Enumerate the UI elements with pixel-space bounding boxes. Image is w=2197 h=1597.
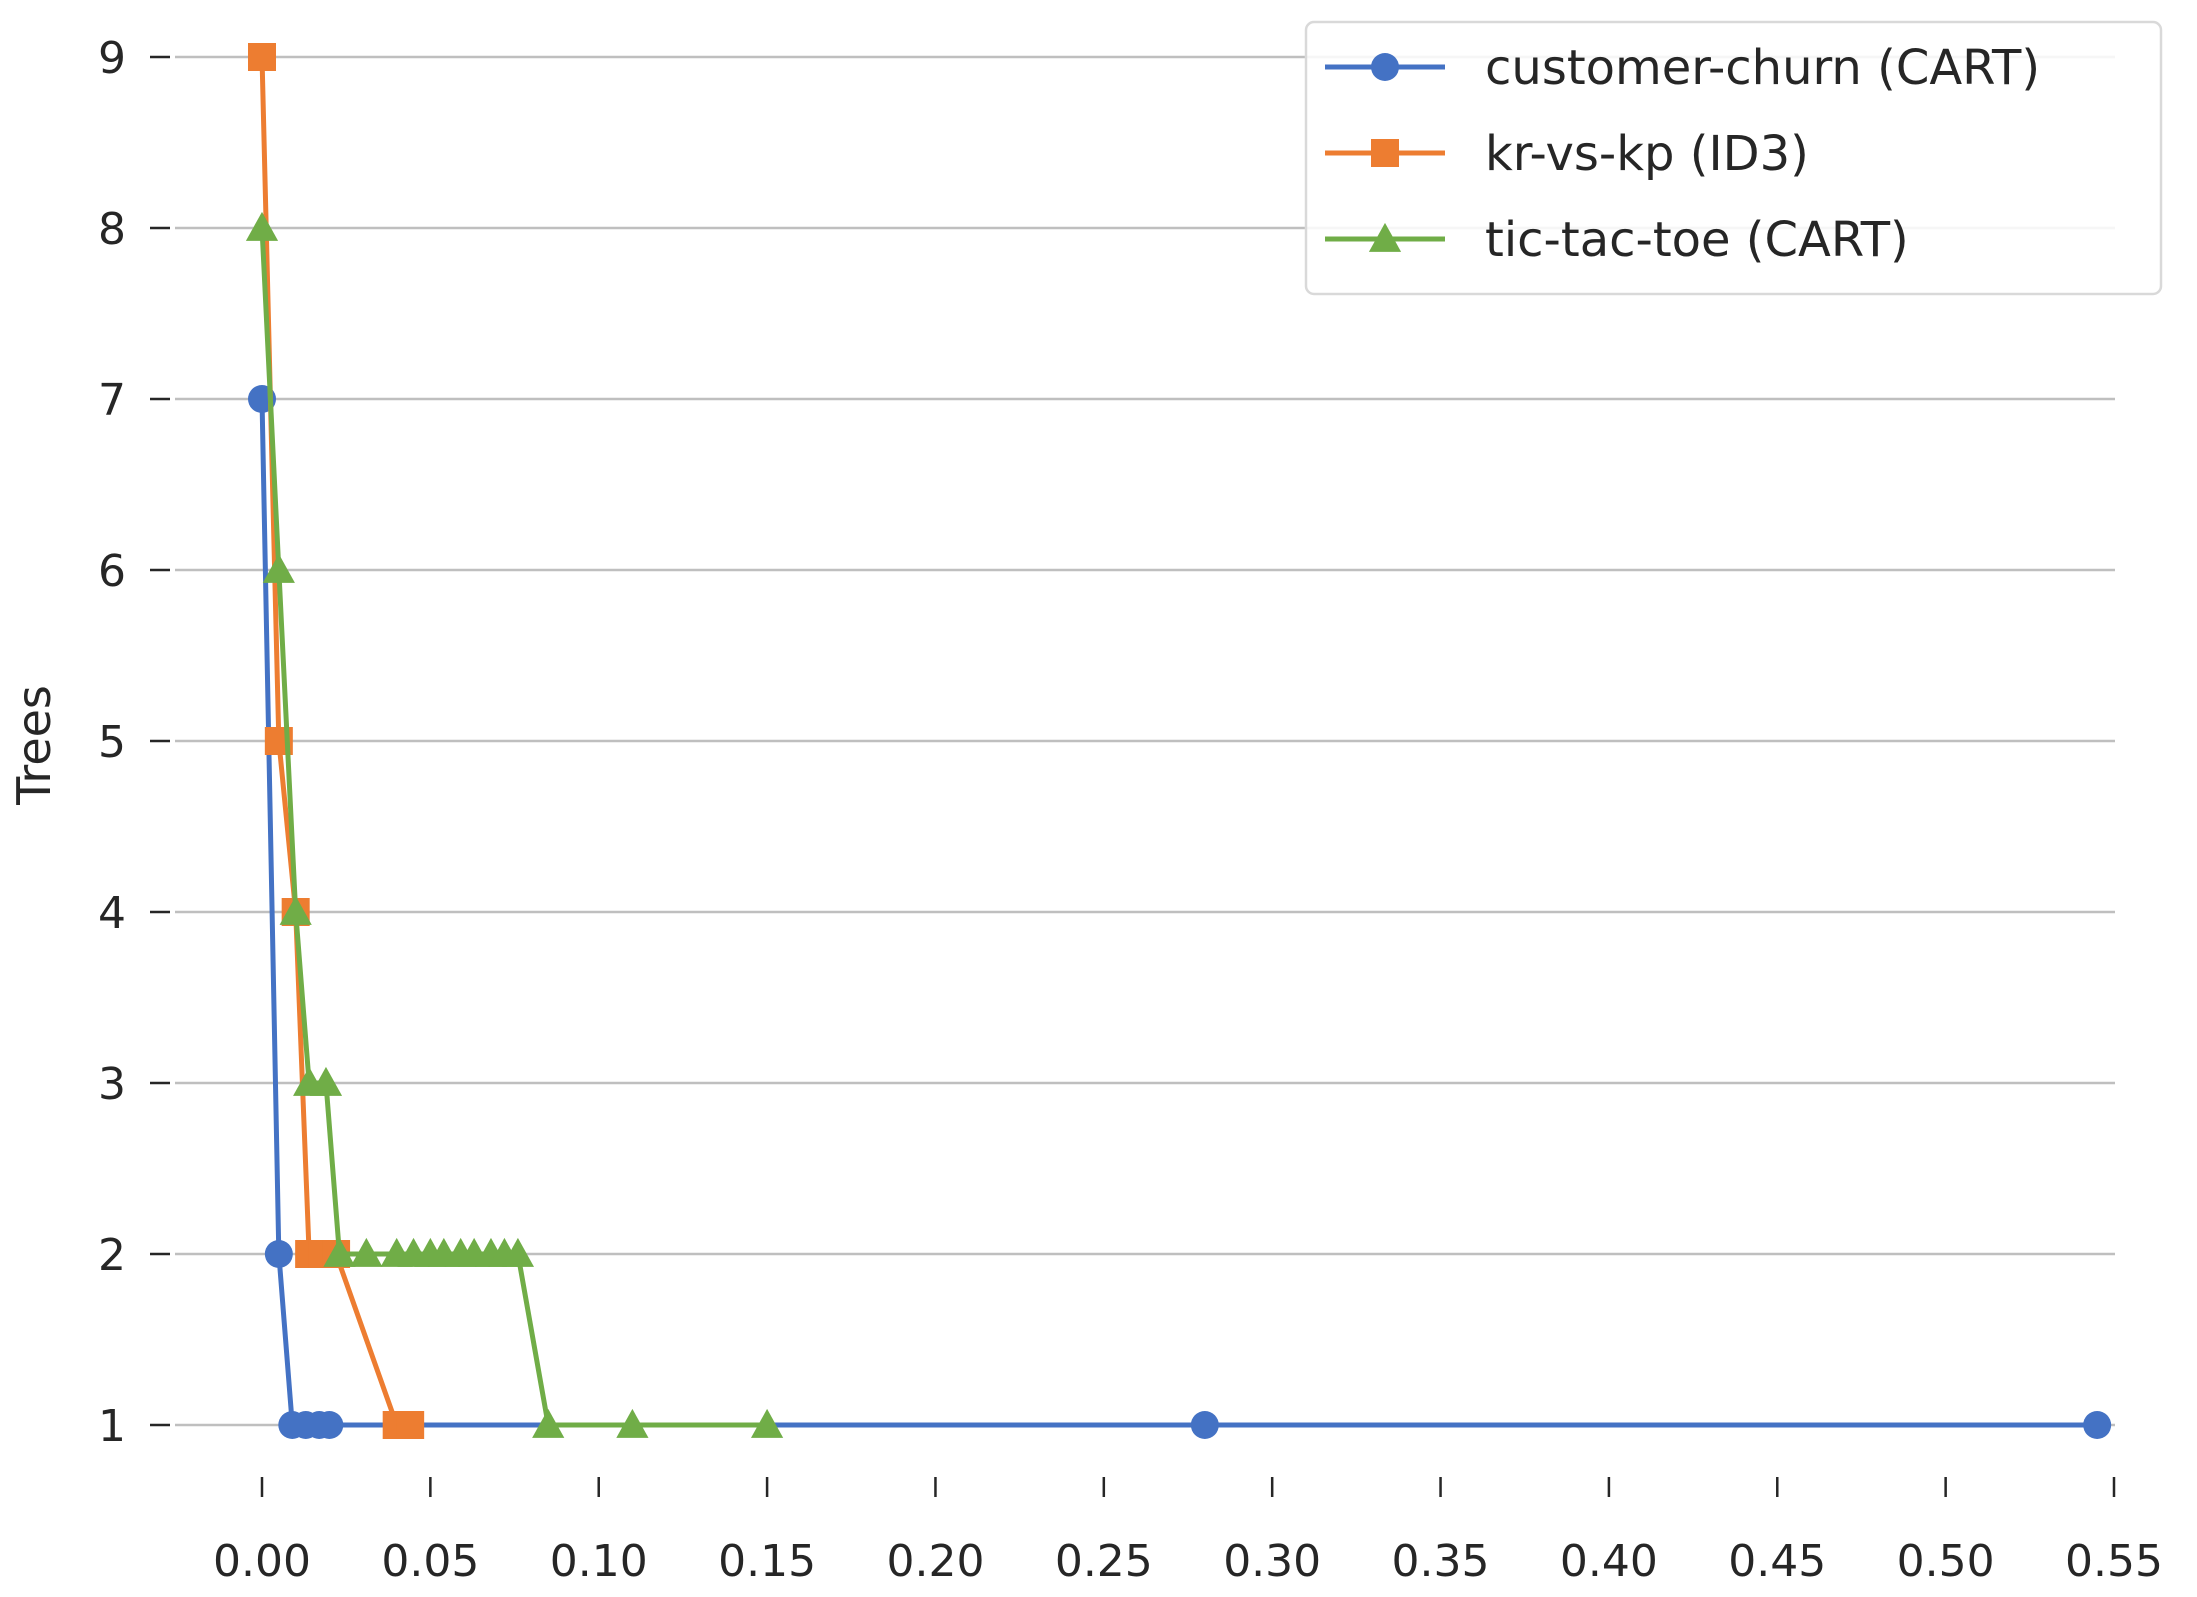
- y-tick-label: 8: [98, 204, 126, 255]
- y-tick-label: 5: [98, 717, 126, 768]
- y-tick-label: 9: [98, 33, 126, 84]
- legend-entry: customer-churn (CART): [1325, 40, 2040, 96]
- series-2: [245, 211, 784, 1438]
- x-tick-label: 0.25: [1055, 1536, 1153, 1587]
- data-point: [750, 1408, 784, 1438]
- y-axis: 1 2 3 4 5 6 7 8 9: [98, 33, 170, 1452]
- data-point: [1190, 1411, 1219, 1439]
- y-tick-label: 4: [98, 888, 126, 939]
- series-0: [248, 385, 2112, 1439]
- legend-entry: tic-tac-toe (CART): [1325, 212, 1909, 268]
- plot-area: [245, 43, 2112, 1439]
- data-point: [2083, 1411, 2112, 1439]
- x-tick-label: 0.15: [718, 1536, 816, 1587]
- legend-marker: [1371, 53, 1399, 81]
- x-tick-label: 0.55: [2065, 1536, 2163, 1587]
- data-point: [262, 553, 295, 583]
- legend-frame: [1304, 20, 2163, 296]
- x-tick-label: 0.00: [213, 1536, 311, 1587]
- x-tick-label: 0.30: [1223, 1536, 1321, 1587]
- legend-marker: [1368, 222, 1402, 252]
- legend-marker: [1371, 139, 1399, 167]
- legend-label: tic-tac-toe (CART): [1485, 212, 1909, 268]
- y-axis-label: Trees: [7, 685, 61, 806]
- data-point: [532, 1408, 565, 1438]
- legend-entry: kr-vs-kp (ID3): [1325, 126, 1809, 182]
- data-point: [396, 1411, 425, 1439]
- y-tick-label: 2: [98, 1230, 126, 1281]
- data-point: [245, 211, 279, 241]
- x-tick-label: 0.20: [886, 1536, 984, 1587]
- data-point: [616, 1408, 649, 1438]
- x-tick-label: 0.50: [1897, 1536, 1995, 1587]
- x-tick-label: 0.10: [550, 1536, 648, 1587]
- legend-label: kr-vs-kp (ID3): [1485, 126, 1809, 182]
- legend: customer-churn (CART) kr-vs-kp (ID3) tic-t…: [1304, 20, 2163, 296]
- data-point: [315, 1411, 344, 1439]
- data-point: [501, 1237, 535, 1267]
- y-tick-label: 7: [98, 375, 126, 426]
- x-tick-label: 0.05: [381, 1536, 479, 1587]
- data-point: [309, 1066, 343, 1096]
- y-tick-label: 6: [98, 546, 126, 597]
- data-point: [248, 43, 276, 71]
- y-tick-label: 3: [98, 1059, 126, 1110]
- data-point: [264, 1240, 293, 1268]
- data-point: [350, 1237, 383, 1267]
- y-tick-label: 1: [98, 1401, 126, 1452]
- data-point: [279, 895, 312, 925]
- x-axis: 0.00 0.05 0.10 0.15 0.20 0.25 0.30 0.35 0.40 0.45…: [213, 1477, 2163, 1587]
- x-tick-label: 0.45: [1728, 1536, 1826, 1587]
- legend-label: customer-churn (CART): [1485, 40, 2040, 96]
- x-tick-label: 0.35: [1392, 1536, 1490, 1587]
- data-point: [323, 1237, 356, 1267]
- x-tick-label: 0.40: [1560, 1536, 1658, 1587]
